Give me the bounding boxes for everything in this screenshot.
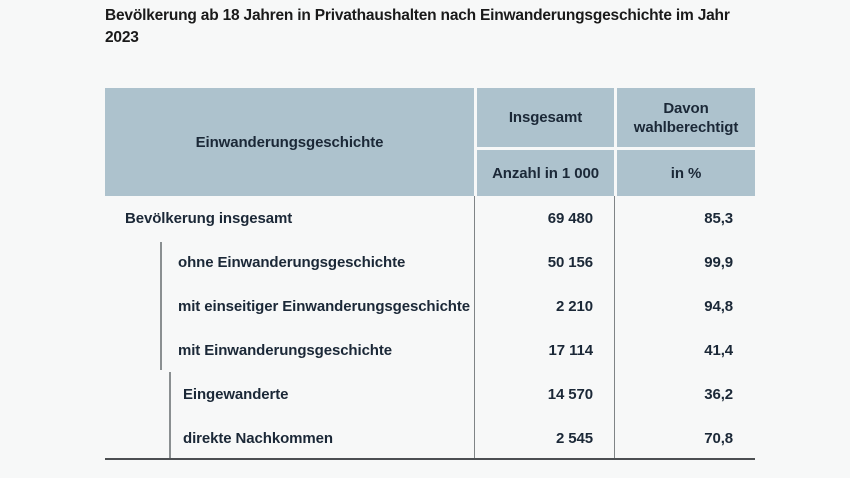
hierarchy-indent-line-level2 bbox=[169, 372, 171, 460]
header-cell-davon-wahlberechtigt: Davon wahlberechtigt bbox=[617, 88, 755, 147]
row-label: mit einseitiger Einwanderungsgeschichte bbox=[178, 297, 471, 315]
statistics-table: Einwanderungsgeschichte Insgesamt Anzahl… bbox=[105, 88, 755, 460]
page-title: Bevölkerung ab 18 Jahren in Privathausha… bbox=[105, 5, 805, 49]
row-prozent-value: 41,4 bbox=[704, 341, 733, 359]
hierarchy-indent-line-level1 bbox=[160, 242, 162, 370]
row-anzahl-value: 69 480 bbox=[547, 209, 593, 227]
table-row-mit-einseitiger-einwanderungsgeschichte: mit einseitiger Einwanderungsgeschichte … bbox=[105, 284, 755, 328]
row-label: ohne Einwanderungsgeschichte bbox=[178, 253, 406, 271]
row-anzahl-value: 50 156 bbox=[547, 253, 593, 271]
table-bottom-border bbox=[105, 458, 755, 460]
row-prozent-value: 36,2 bbox=[704, 385, 733, 403]
row-prozent-value: 94,8 bbox=[704, 297, 733, 315]
header-cell-einwanderungsgeschichte: Einwanderungsgeschichte bbox=[105, 88, 474, 196]
header-cell-anzahl-unit: Anzahl in 1 000 bbox=[477, 150, 614, 196]
table-row-bevoelkerung-insgesamt: Bevölkerung insgesamt 69 480 85,3 bbox=[105, 196, 755, 240]
header-cell-prozent-unit: in % bbox=[617, 150, 755, 196]
row-label: Eingewanderte bbox=[183, 385, 289, 403]
header-column-wahlberechtigt: Davon wahlberechtigt in % bbox=[617, 88, 755, 196]
row-prozent-value: 99,9 bbox=[704, 253, 733, 271]
table-body: Bevölkerung insgesamt 69 480 85,3 ohne E… bbox=[105, 196, 755, 460]
table-row-mit-einwanderungsgeschichte: mit Einwanderungsgeschichte 17 114 41,4 bbox=[105, 328, 755, 372]
row-label: direkte Nachkommen bbox=[183, 429, 333, 447]
column-separator-anzahl bbox=[474, 196, 475, 460]
header-column-insgesamt: Insgesamt Anzahl in 1 000 bbox=[477, 88, 614, 196]
row-anzahl-value: 14 570 bbox=[547, 385, 593, 403]
page-title-line-1: Bevölkerung ab 18 Jahren in Privathausha… bbox=[105, 7, 730, 24]
page-title-line-2: 2023 bbox=[105, 29, 139, 46]
row-prozent-value: 70,8 bbox=[704, 429, 733, 447]
column-separator-prozent bbox=[614, 196, 615, 460]
table-row-eingewanderte: Eingewanderte 14 570 36,2 bbox=[105, 372, 755, 416]
table-header: Einwanderungsgeschichte Insgesamt Anzahl… bbox=[105, 88, 755, 196]
table-row-ohne-einwanderungsgeschichte: ohne Einwanderungsgeschichte 50 156 99,9 bbox=[105, 240, 755, 284]
table-row-direkte-nachkommen: direkte Nachkommen 2 545 70,8 bbox=[105, 416, 755, 460]
row-anzahl-value: 2 545 bbox=[555, 429, 593, 447]
header-cell-insgesamt: Insgesamt bbox=[477, 88, 614, 147]
row-label: mit Einwanderungsgeschichte bbox=[178, 341, 393, 359]
row-label: Bevölkerung insgesamt bbox=[125, 209, 293, 227]
row-anzahl-value: 2 210 bbox=[555, 297, 593, 315]
row-prozent-value: 85,3 bbox=[704, 209, 733, 227]
row-anzahl-value: 17 114 bbox=[548, 341, 594, 359]
